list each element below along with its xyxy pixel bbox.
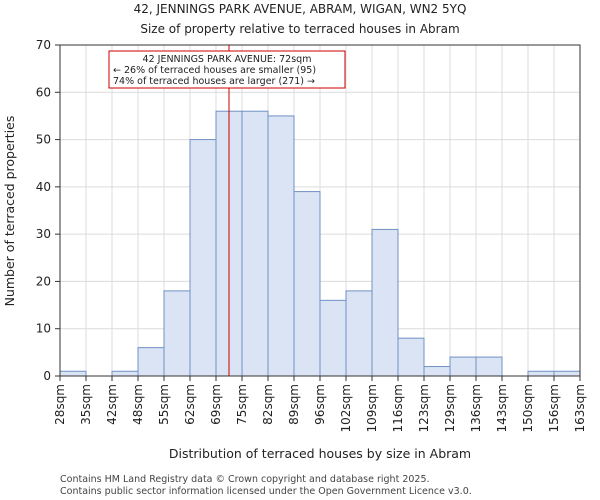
bar-136sqm [475, 356, 503, 377]
x-tick-label: 129sqm [443, 384, 457, 432]
bar-102sqm [345, 290, 373, 377]
x-tick-label: 143sqm [495, 384, 509, 432]
annotation-line2: ← 26% of terraced houses are smaller (95… [113, 65, 316, 76]
x-tick-label: 55sqm [157, 384, 171, 425]
y-tick-label: 70 [36, 38, 51, 52]
x-axis-ticks: 28sqm 35sqm 42sqm 48sqm 55sqm 62sqm 69sqm 75sqm… [53, 376, 587, 432]
x-tick-label: 123sqm [417, 384, 431, 432]
annotation-box [108, 50, 346, 89]
y-tick-label: 10 [36, 322, 51, 336]
x-tick-label: 136sqm [469, 384, 483, 432]
footer-line1: Contains HM Land Registry data © Crown c… [60, 474, 430, 485]
x-tick-label: 28sqm [53, 384, 67, 425]
footer-line2: Contains public sector information licen… [60, 486, 472, 497]
y-axis-ticks: 0 10 20 30 40 50 60 70 [36, 38, 60, 383]
x-tick-label: 102sqm [339, 384, 353, 432]
x-tick-label: 48sqm [131, 384, 145, 425]
annotation-line1: 42 JENNINGS PARK AVENUE: 72sqm [143, 54, 312, 65]
chart-title-line1: 42, JENNINGS PARK AVENUE, ABRAM, WIGAN, … [134, 2, 467, 16]
x-tick-label: 62sqm [183, 384, 197, 425]
bar-109sqm [371, 228, 399, 377]
bar-116sqm [397, 337, 425, 377]
x-tick-label: 156sqm [547, 384, 561, 432]
x-tick-label: 75sqm [235, 384, 249, 425]
bar-28sqm [59, 370, 87, 377]
bar-75sqm [241, 110, 269, 377]
chart-title-line2: Size of property relative to terraced ho… [140, 22, 459, 36]
y-tick-label: 60 [36, 85, 51, 99]
y-tick-label: 20 [36, 274, 51, 288]
x-tick-label: 116sqm [391, 384, 405, 432]
x-tick-label: 96sqm [313, 384, 327, 425]
bar-42sqm [111, 370, 139, 377]
y-axis-label: Number of terraced properties [2, 116, 17, 307]
x-tick-label: 82sqm [261, 384, 275, 425]
bar-96sqm [319, 299, 347, 377]
x-tick-label: 42sqm [105, 384, 119, 425]
bar-150sqm [527, 370, 555, 377]
bar-89sqm [293, 191, 321, 377]
bar-62sqm [189, 139, 217, 377]
x-tick-label: 89sqm [287, 384, 301, 425]
x-tick-label: 150sqm [521, 384, 535, 432]
y-tick-label: 30 [36, 227, 51, 241]
y-tick-label: 0 [43, 369, 51, 383]
x-tick-label: 109sqm [365, 384, 379, 432]
y-tick-label: 50 [36, 133, 51, 147]
marker-annotation: 42 JENNINGS PARK AVENUE: 72sqm ← 26% of … [108, 50, 346, 89]
x-axis-label: Distribution of terraced houses by size … [169, 446, 471, 461]
bar-129sqm [449, 356, 477, 377]
x-tick-label: 69sqm [209, 384, 223, 425]
y-tick-label: 40 [36, 180, 51, 194]
bar-48sqm [137, 347, 165, 377]
x-tick-label: 35sqm [79, 384, 93, 425]
bar-123sqm [423, 366, 451, 377]
x-tick-label: 163sqm [573, 384, 587, 432]
annotation-line3: 74% of terraced houses are larger (271) … [113, 76, 315, 87]
bar-156sqm [553, 370, 581, 377]
bar-55sqm [163, 290, 191, 377]
bar-82sqm [267, 115, 295, 377]
